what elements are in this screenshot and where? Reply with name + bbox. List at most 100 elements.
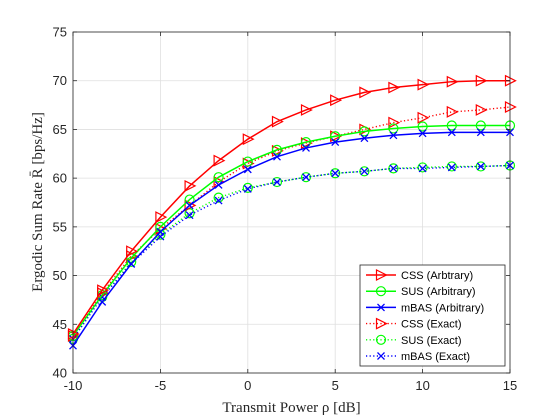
- data-point: [271, 144, 283, 155]
- data-point: [214, 196, 223, 205]
- y-tick-label: 45: [53, 317, 67, 332]
- legend-marker: [377, 352, 385, 360]
- data-point: [213, 154, 226, 167]
- data-point: [331, 138, 340, 147]
- legend-marker: [375, 269, 388, 281]
- data-point: [273, 152, 281, 161]
- data-point: [98, 297, 107, 306]
- legend-label: SUS (Exact): [401, 335, 462, 347]
- y-tick-label: 60: [53, 171, 67, 186]
- ticks: [72, 31, 511, 374]
- data-point: [359, 126, 370, 137]
- data-point: [185, 211, 194, 220]
- data-point: [243, 184, 252, 193]
- data-point: [475, 120, 486, 131]
- x-axis-label: Transmit Power ρ [dB]: [222, 400, 360, 416]
- series-line: [72, 164, 511, 340]
- data-point: [360, 167, 369, 176]
- data-point: [389, 131, 398, 140]
- data-point: [243, 165, 252, 174]
- x-tick-label: -5: [155, 378, 167, 393]
- y-tick-label: 55: [53, 219, 67, 234]
- legend-box: [359, 264, 506, 367]
- legend-label: mBAS (Arbitrary): [401, 302, 484, 314]
- data-point: [417, 111, 430, 124]
- data-point: [388, 116, 401, 129]
- series-layer: [67, 74, 517, 350]
- series-line: [72, 131, 510, 347]
- data-point: [446, 105, 459, 118]
- data-point: [126, 245, 139, 258]
- legend-label: CSS (Exact): [401, 319, 462, 331]
- y-tick-label: 40: [53, 366, 67, 381]
- data-point: [184, 194, 195, 205]
- y-tick-label: 75: [53, 25, 67, 40]
- data-point: [475, 103, 488, 116]
- data-point: [475, 74, 488, 87]
- data-point: [302, 143, 310, 152]
- data-point: [504, 74, 517, 87]
- data-point: [213, 172, 224, 183]
- data-point: [155, 229, 166, 240]
- series-line: [72, 124, 510, 337]
- data-point: [156, 227, 165, 236]
- y-tick-label: 50: [53, 268, 67, 283]
- data-point: [67, 328, 80, 340]
- y-axis-label: Ergodic Sum Rate R̄ [bps/Hz]: [30, 112, 46, 292]
- data-point: [273, 178, 281, 186]
- series: [67, 74, 517, 340]
- legend-label: SUS (Arbitrary): [401, 286, 476, 298]
- data-point: [242, 133, 255, 146]
- series-line: [72, 79, 510, 335]
- data-point: [447, 163, 456, 172]
- data-point: [242, 156, 253, 167]
- legend-marker: [375, 286, 387, 297]
- legend-label: mBAS (Exact): [401, 351, 470, 363]
- legend-marker: [375, 317, 388, 330]
- data-point: [331, 169, 340, 178]
- data-point: [388, 163, 399, 174]
- data-point: [417, 78, 430, 91]
- data-point: [504, 101, 517, 113]
- data-point: [418, 129, 427, 138]
- x-tick-label: 10: [415, 378, 429, 393]
- data-point: [300, 103, 313, 116]
- data-point: [476, 128, 485, 137]
- x-tick-label: 15: [503, 378, 517, 393]
- data-point: [213, 192, 224, 203]
- data-point: [476, 162, 485, 171]
- data-point: [271, 115, 284, 128]
- legend-items: CSS (Arbtrary) SUS (Arbitrary) mBAS (Arbit…: [366, 269, 484, 363]
- x-tick-label: 5: [332, 378, 339, 393]
- y-tick-label: 65: [53, 122, 67, 137]
- data-point: [302, 173, 310, 182]
- data-point: [127, 259, 136, 268]
- data-point: [446, 161, 457, 172]
- data-point: [360, 134, 369, 143]
- data-point: [388, 123, 399, 134]
- data-point: [184, 199, 197, 212]
- data-point: [242, 182, 253, 193]
- data-point: [389, 164, 398, 173]
- data-point: [155, 211, 168, 224]
- legend-marker: [375, 334, 387, 345]
- data-point: [184, 179, 197, 192]
- data-point: [359, 86, 372, 99]
- data-point: [97, 284, 110, 297]
- data-point: [300, 136, 312, 148]
- data-point: [330, 94, 343, 107]
- tick-labels: -10 -5 0 5 10 15 40 45 50 55 60 65 70 75: [53, 25, 518, 394]
- data-point: [418, 164, 427, 173]
- data-point: [330, 131, 341, 142]
- data-point: [271, 176, 283, 188]
- data-point: [446, 120, 457, 131]
- x-tick-label: 0: [244, 378, 251, 393]
- data-point: [417, 162, 428, 173]
- legend-marker: [377, 303, 385, 312]
- y-tick-label: 70: [53, 73, 67, 88]
- data-point: [446, 75, 459, 88]
- legend: CSS (Arbtrary) SUS (Arbitrary) mBAS (Arbit…: [359, 264, 506, 367]
- plot-frame: [72, 31, 511, 374]
- legend-label: CSS (Arbtrary): [401, 270, 473, 282]
- x-tick-label: -10: [64, 378, 83, 393]
